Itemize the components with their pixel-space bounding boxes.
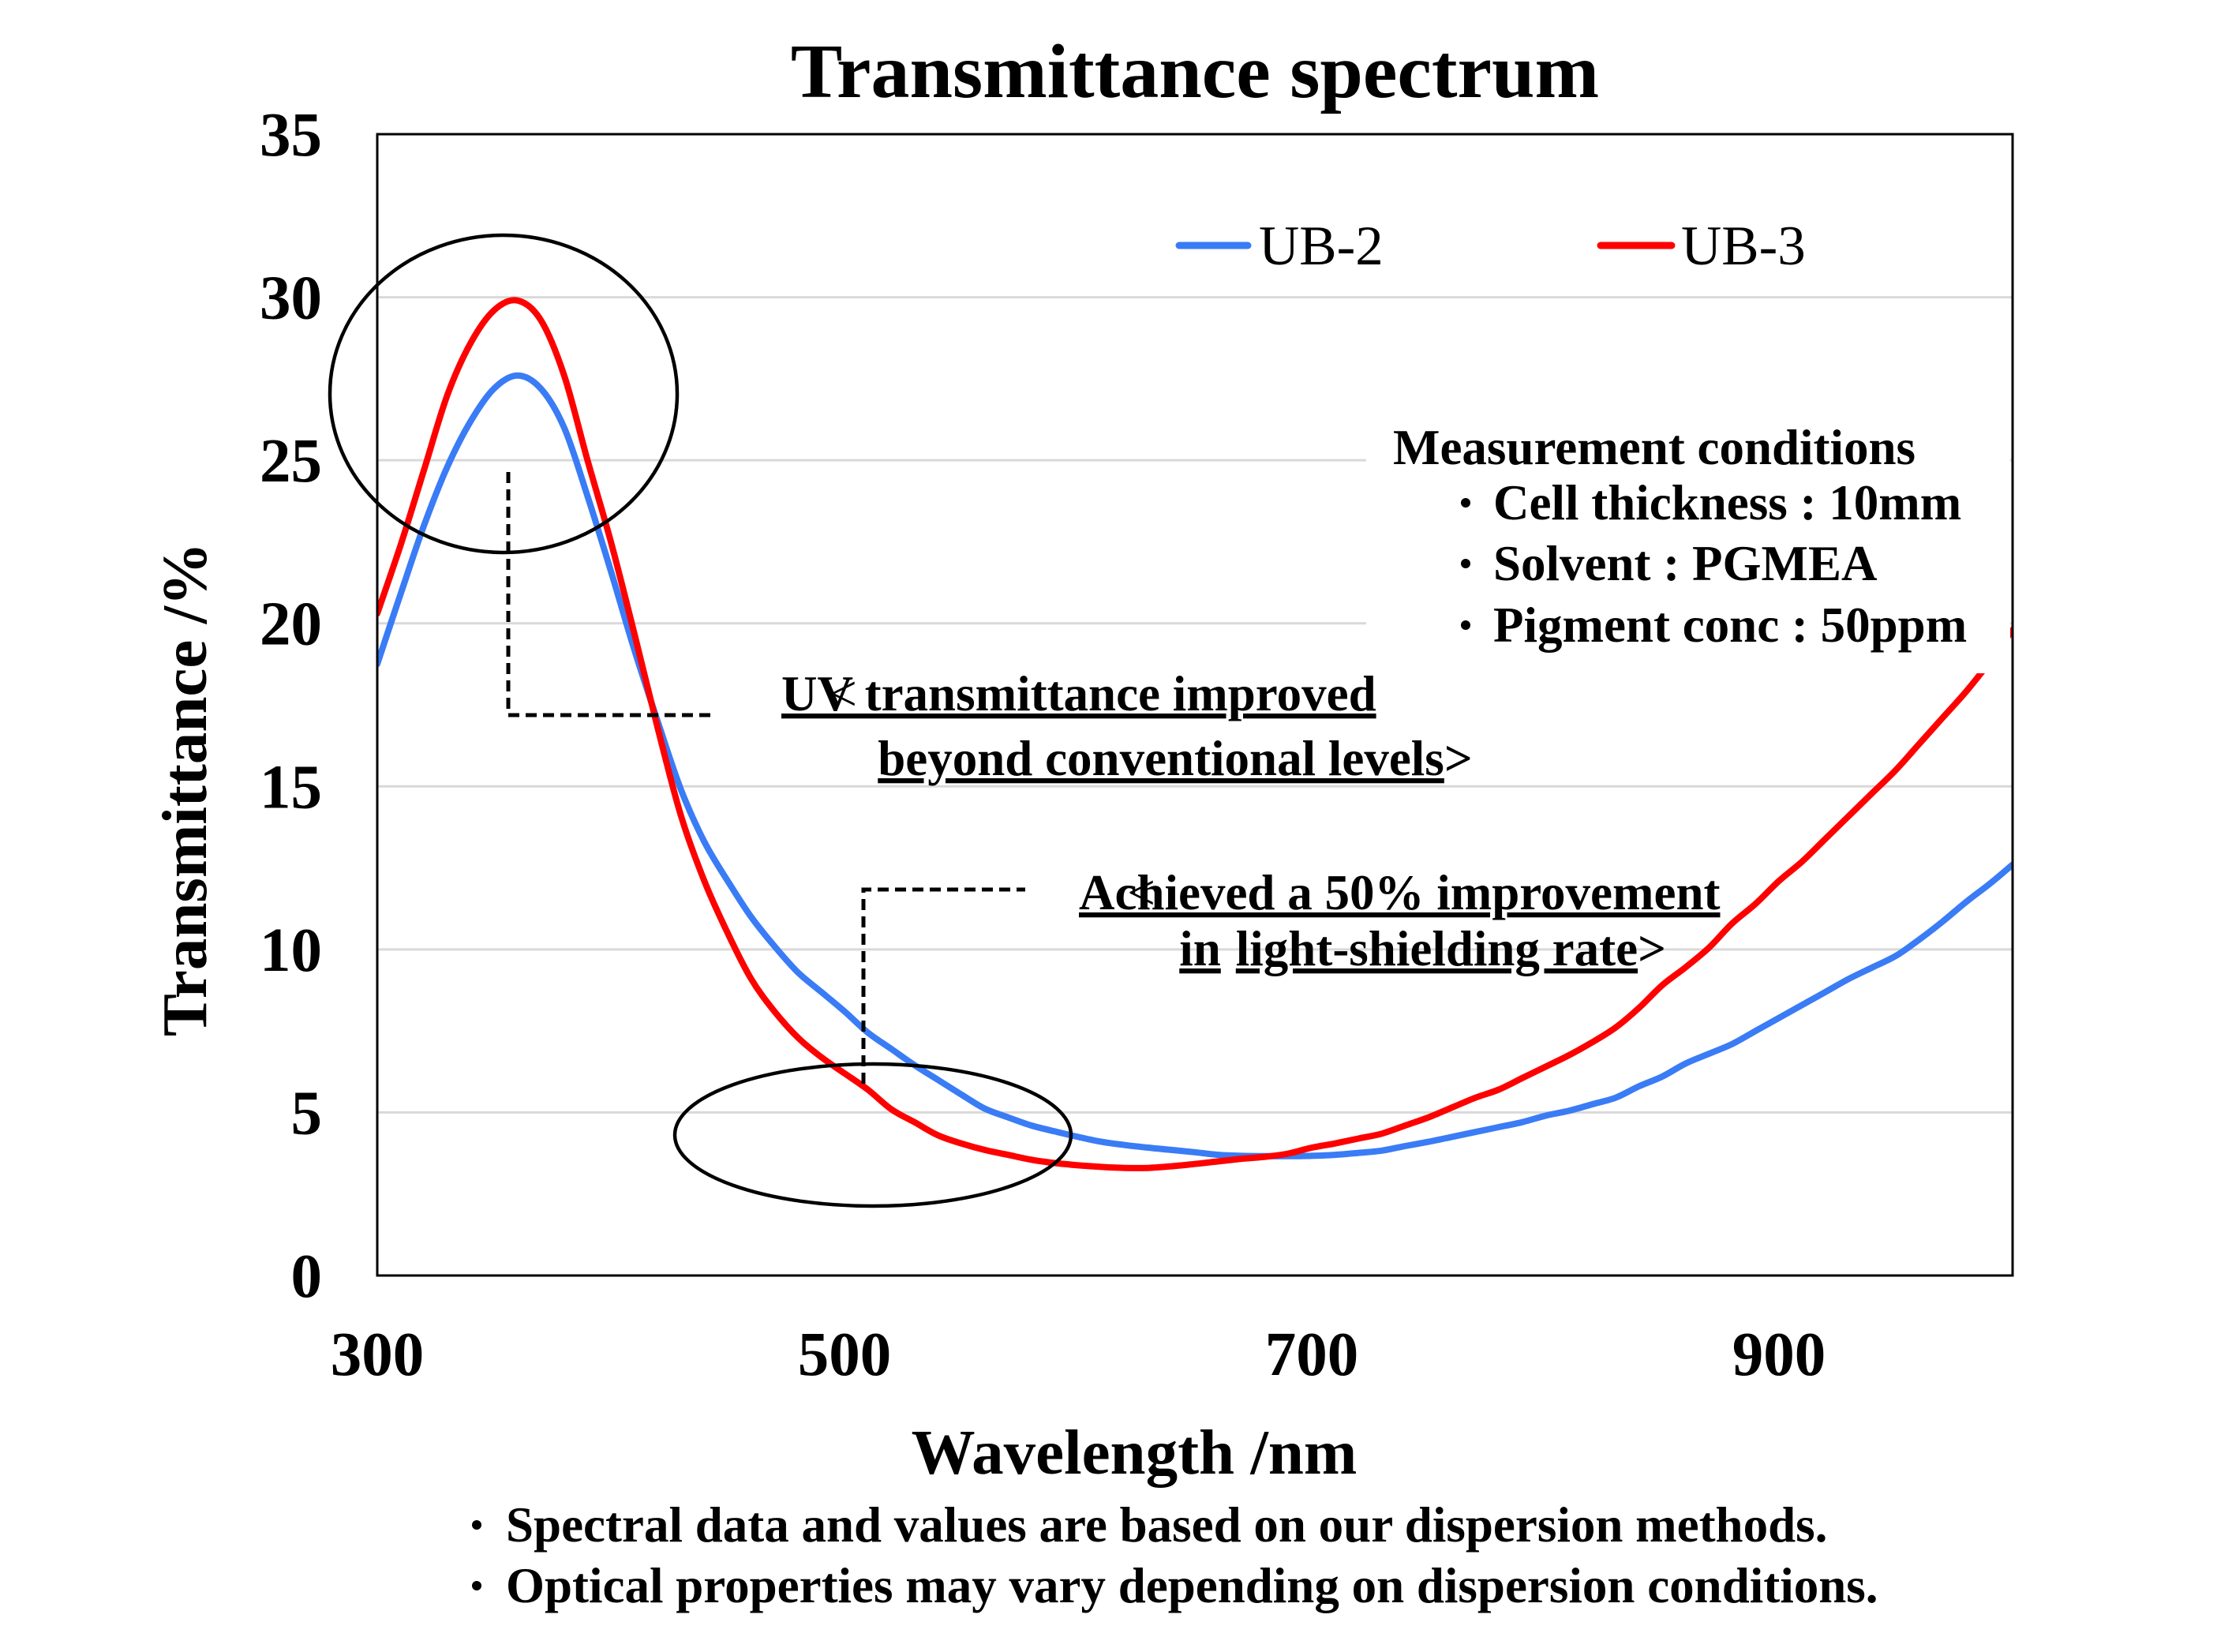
dot-bullet-icon <box>472 1520 481 1530</box>
y-tick-label: 30 <box>260 264 322 333</box>
y-tick-label: 5 <box>291 1079 323 1148</box>
y-tick-label: 25 <box>260 427 322 496</box>
x-tick-label: 900 <box>1732 1320 1826 1389</box>
shielding-annotation: <Achieved a 50% improvement in light-shie… <box>1040 865 1782 976</box>
shielding-annotation-line-2: in light-shielding rate> <box>1092 921 1728 976</box>
valley-highlight-ellipse <box>672 1062 1073 1208</box>
footnotes: Spectral data and values are based on ou… <box>472 1497 1878 1613</box>
x-tick-label: 300 <box>331 1320 425 1389</box>
series-line-ub-2 <box>377 372 2013 1159</box>
footnote: Spectral data and values are based on ou… <box>506 1497 1827 1553</box>
shielding-leader-dashed-line <box>861 887 1025 1084</box>
y-tick-label: 10 <box>260 916 322 985</box>
uv-annotation-open-bracket: < <box>829 666 857 721</box>
plot-area-border <box>376 133 2014 1277</box>
footnote: Optical properties may vary depending on… <box>506 1558 1878 1613</box>
shielding-annotation-close-bracket: > <box>1638 921 1666 976</box>
shielding-annotation-text-2b: light-shielding rate <box>1236 921 1638 976</box>
series-group <box>377 297 2013 1171</box>
x-axis-title: Wavelength /nm <box>912 1417 1358 1488</box>
shielding-annotation-open-bracket: < <box>1127 865 1155 920</box>
y-tick-label: 35 <box>260 101 322 170</box>
x-tick-label: 700 <box>1265 1320 1359 1389</box>
gridlines <box>377 296 2013 1114</box>
y-tick-label: 20 <box>260 590 322 659</box>
peak-highlight-ellipse <box>328 233 680 555</box>
measurement-heading: Measurement conditions <box>1393 420 1916 475</box>
measurement-item: Cell thickness : 10mm <box>1493 475 1961 530</box>
measurement-item: Solvent : PGMEA <box>1493 536 1878 591</box>
series-line-ub-3 <box>377 297 2013 1171</box>
shielding-annotation-text-1: Achieved a 50% improvement <box>1079 865 1720 920</box>
measurement-box-background <box>1366 414 2010 673</box>
uv-annotation: <UV transmittance improved beyond conven… <box>742 666 1534 786</box>
uv-annotation-close-bracket: > <box>1444 731 1473 786</box>
y-axis-title: Transmittance /% <box>149 542 220 1036</box>
uv-annotation-text-1: UV transmittance improved <box>781 666 1376 721</box>
legend-label-ub-3: UB-3 <box>1681 215 1806 277</box>
legend-entry-ub-3: UB-3 <box>1597 215 1806 277</box>
x-tick-label: 500 <box>798 1320 892 1389</box>
shielding-annotation-text-2a: in <box>1179 921 1221 976</box>
dot-bullet-icon <box>1461 620 1470 630</box>
y-tick-label: 15 <box>260 753 322 822</box>
uv-annotation-line-2: beyond conventional levels> <box>791 731 1534 786</box>
uv-leader-dashed-line <box>506 472 716 717</box>
legend: UB-2 UB-3 <box>1175 215 1806 277</box>
uv-annotation-text-2: beyond conventional levels <box>878 731 1444 786</box>
measurement-item: Pigment conc : 50ppm <box>1493 597 1967 653</box>
dot-bullet-icon <box>1461 498 1470 508</box>
dot-bullet-icon <box>472 1581 481 1590</box>
measurement-conditions: Measurement conditions Cell thickness : … <box>1366 414 2010 673</box>
chart-title: Transmittance spectrum <box>791 29 1599 114</box>
uv-annotation-line-1: <UV transmittance improved <box>742 666 1438 721</box>
legend-entry-ub-2: UB-2 <box>1175 215 1384 277</box>
shielding-annotation-line-1: <Achieved a 50% improvement <box>1040 865 1782 920</box>
y-axis-tick-labels: 0 5 10 15 20 25 30 35 <box>260 101 322 1311</box>
y-tick-label: 0 <box>291 1242 323 1311</box>
x-axis-tick-labels: 300 500 700 900 <box>331 1320 1826 1389</box>
legend-label-ub-2: UB-2 <box>1259 215 1384 277</box>
dot-bullet-icon <box>1461 559 1470 568</box>
